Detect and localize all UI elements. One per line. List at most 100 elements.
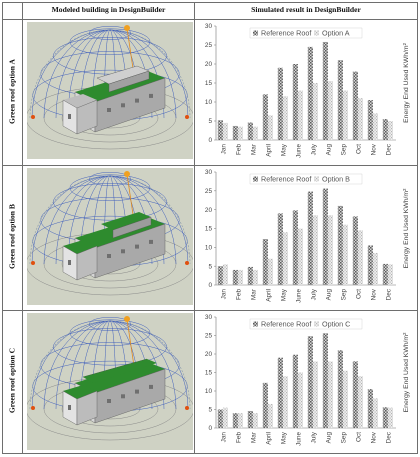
legend-box	[249, 173, 363, 185]
sun-marker	[185, 406, 189, 410]
window	[149, 384, 153, 389]
upper-green-roof	[101, 212, 151, 230]
table-border-col1	[22, 2, 23, 454]
x-tick-label: May	[281, 143, 288, 156]
bar-option-june	[297, 372, 303, 428]
bar-option-mar	[252, 269, 258, 285]
bar-option-nov	[372, 398, 378, 428]
legend-swatch-reference	[253, 30, 258, 36]
window	[107, 254, 111, 258]
roof-section	[63, 385, 97, 399]
bar-chart: 0 5 10 15 20 25 30 Jan Feb Mar April May June July Aug…	[205, 314, 410, 446]
bar-option-feb	[237, 269, 243, 285]
y-tick-label: 25	[205, 42, 213, 49]
dome-meridian	[31, 320, 189, 410]
bar-reference-feb	[232, 269, 238, 285]
bar-option-sep	[342, 224, 348, 285]
window	[68, 405, 71, 410]
y-tick-label: 20	[205, 61, 213, 68]
bar-reference-sep	[337, 60, 343, 141]
bar-option-may	[282, 376, 288, 428]
x-tick-label: July	[311, 431, 318, 443]
bar-reference-oct	[352, 216, 358, 285]
x-tick-label: Nov	[371, 143, 378, 155]
sun-marker	[31, 261, 35, 265]
dome-parallel	[89, 172, 131, 186]
x-tick-label: May	[281, 431, 288, 444]
bar-option-july	[312, 83, 318, 140]
table-border-bottom	[2, 453, 418, 454]
x-tick-label: Dec	[386, 431, 393, 443]
bar-reference-july	[307, 46, 313, 140]
window	[121, 103, 125, 108]
dome-parallel	[89, 317, 131, 331]
bar-option-sep	[342, 370, 348, 428]
y-tick-label: 20	[205, 207, 213, 214]
table-border-row2	[2, 310, 418, 311]
x-tick-label: Oct	[356, 144, 363, 154]
y-tick-label: 15	[205, 80, 213, 87]
bar-reference-jan	[217, 120, 223, 140]
model-image-a	[25, 22, 195, 159]
legend-swatch-reference	[253, 176, 258, 182]
window	[107, 108, 111, 112]
dome-parallel	[69, 319, 151, 347]
bar-reference-june	[292, 210, 298, 285]
bar-reference-may	[277, 357, 283, 428]
bar-option-july	[312, 361, 318, 428]
y-tick-label: 5	[208, 118, 212, 125]
bar-reference-june	[292, 64, 298, 140]
window	[135, 244, 139, 249]
sun-marker	[31, 406, 35, 410]
sun-marker	[185, 115, 189, 119]
y-axis-label: Energy End Used KWh/m²	[403, 332, 410, 412]
y-tick-label: 25	[205, 188, 213, 195]
legend-box	[249, 27, 363, 39]
legend-swatch-option	[314, 30, 319, 36]
table-border-col2	[194, 2, 195, 454]
x-tick-label: June	[296, 144, 303, 158]
bar-option-jan	[222, 407, 228, 428]
dome-parallel	[69, 174, 151, 202]
bar-option-may	[282, 96, 288, 140]
row-label-option-b: Green roof option B	[7, 204, 17, 269]
bar-reference-jan	[217, 266, 223, 285]
y-tick-label: 15	[205, 370, 213, 377]
bar-reference-aug	[322, 188, 328, 285]
legend-swatch-option	[314, 321, 319, 327]
bar-option-april	[267, 258, 273, 285]
row-label-option-c: Green roof option C	[7, 347, 17, 414]
dome-parallel	[69, 28, 151, 56]
x-tick-label: Mar	[251, 288, 258, 300]
y-tick-label: 15	[205, 226, 213, 233]
column-header-model: Modeled building in DesignBuilder	[51, 5, 166, 14]
bar-reference-april	[262, 94, 268, 140]
y-tick-label: 0	[208, 282, 212, 289]
y-tick-label: 10	[205, 388, 213, 395]
y-tick-label: 30	[205, 314, 213, 321]
x-tick-label: Aug	[326, 432, 333, 444]
bar-reference-may	[277, 213, 283, 285]
building	[62, 212, 166, 281]
x-tick-label: Feb	[236, 289, 243, 300]
roof-ridge	[82, 358, 148, 378]
bar-reference-sep	[337, 205, 343, 285]
x-tick-label: Jan	[221, 144, 228, 155]
x-tick-label: Dec	[386, 288, 393, 300]
bar-reference-sep	[337, 350, 343, 428]
window	[107, 399, 111, 403]
bar-option-dec	[387, 121, 393, 140]
x-tick-label: Nov	[371, 288, 378, 300]
bar-reference-mar	[247, 410, 253, 428]
x-tick-label: Sep	[341, 289, 348, 301]
y-tick-label: 20	[205, 351, 213, 358]
x-tick-label: Sep	[341, 432, 348, 444]
bar-option-feb	[237, 413, 243, 428]
table-border-header	[2, 19, 418, 20]
bar-option-aug	[327, 81, 333, 140]
bar-reference-nov	[367, 245, 373, 285]
bar-option-jan	[222, 122, 228, 140]
y-tick-label: 30	[205, 169, 213, 176]
upper-storey	[112, 216, 152, 239]
chart-option-a: 0 5 10 15 20 25 30 Jan Feb Mar April May June July Aug…	[196, 20, 416, 164]
